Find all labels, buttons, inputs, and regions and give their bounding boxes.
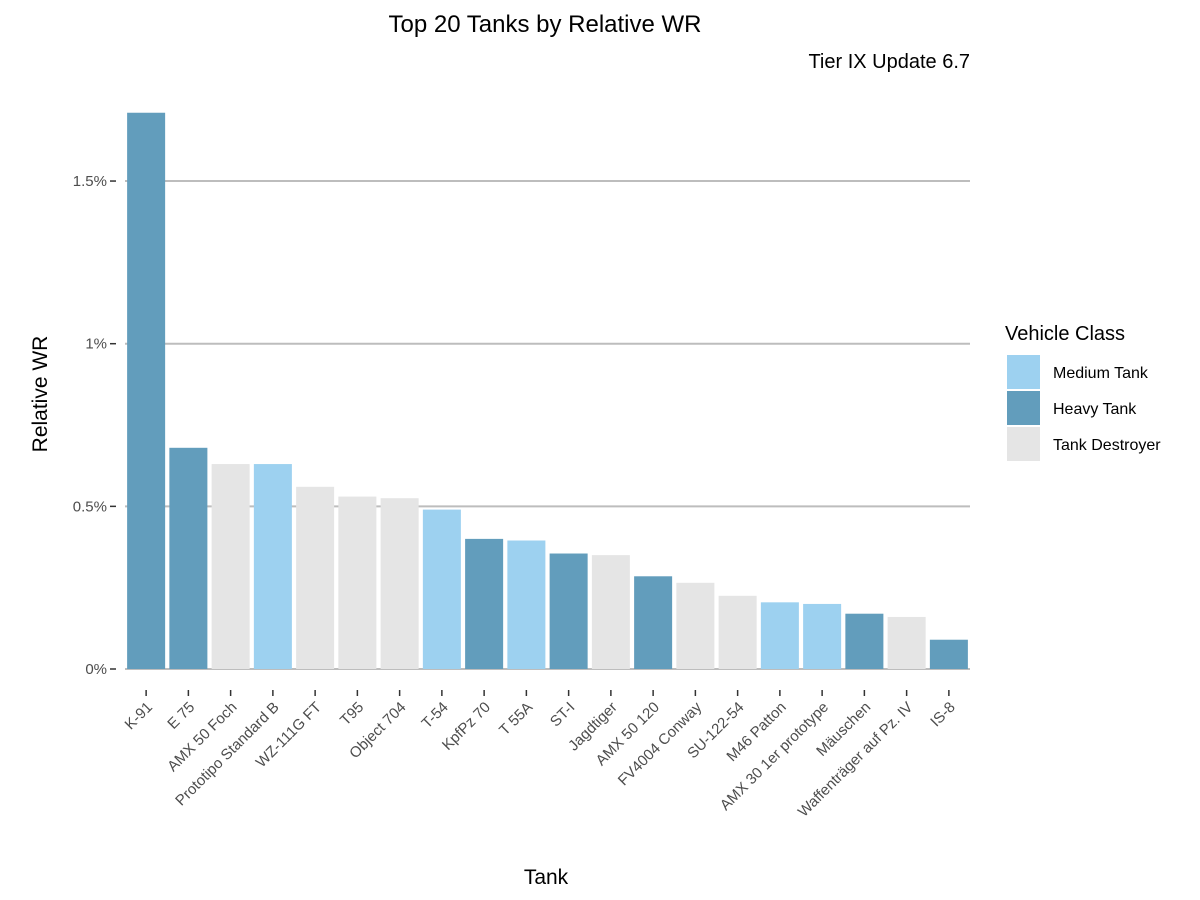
y-tick-label: 1% [85,336,107,353]
chart-subtitle: Tier IX Update 6.7 [808,51,970,73]
x-tick-label: T 55A [496,699,536,739]
legend: Vehicle Class Medium Tank Heavy Tank Tank … [1005,323,1161,461]
x-tick-label: K-91 [122,699,156,733]
bar [929,639,968,669]
bar [845,613,884,669]
bar [169,447,208,669]
bar [211,464,250,669]
legend-swatch [1007,355,1040,389]
bar [803,603,842,669]
x-tick-label: ST-I [547,699,578,730]
x-tick-label: T-54 [418,699,451,732]
bar [634,576,673,669]
bar [338,496,377,669]
y-axis: 0% 0.5% 1% 1.5% [73,173,116,678]
bar [465,538,504,669]
legend-label: Medium Tank [1053,365,1149,382]
x-tick-label: IS-8 [927,699,958,730]
chart-title: Top 20 Tanks by Relative WR [388,11,701,38]
x-tick-label: E 75 [164,699,198,733]
bar [760,602,799,669]
legend-swatch [1007,427,1040,461]
bar [296,486,335,669]
bar [549,553,588,669]
y-tick-label: 0.5% [73,498,107,515]
legend-label: Heavy Tank [1053,401,1137,418]
bar [422,509,461,669]
y-tick-label: 0% [85,661,107,678]
bar [591,555,630,669]
bar [887,616,926,669]
x-tick-label: T95 [337,699,367,729]
x-axis-title: Tank [524,866,569,889]
bar [718,595,757,669]
bar [127,112,166,669]
legend-title: Vehicle Class [1005,323,1125,345]
bar [380,498,419,669]
bar [507,540,546,669]
bar [676,582,715,669]
bar [253,464,292,669]
y-axis-title: Relative WR [29,336,52,453]
legend-label: Tank Destroyer [1053,437,1161,454]
bars [127,112,968,669]
grid-lines [125,180,970,670]
y-tick-label: 1.5% [73,173,107,190]
legend-swatch [1007,391,1040,425]
